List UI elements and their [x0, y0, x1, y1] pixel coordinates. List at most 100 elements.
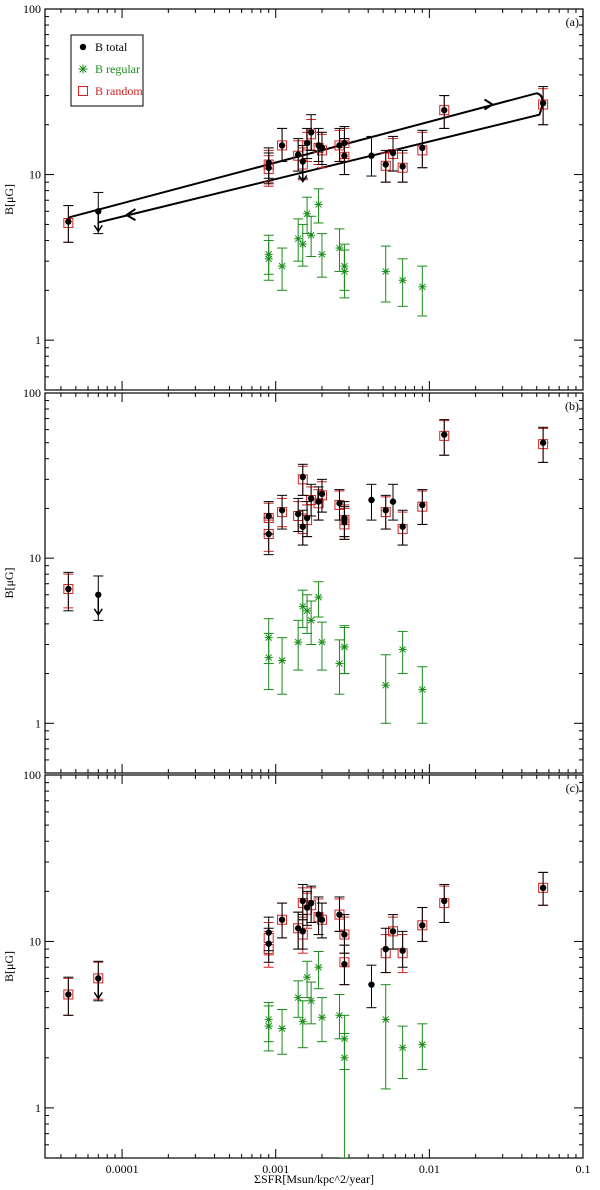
data-point-regular [298, 1017, 307, 1026]
data-point-total [318, 490, 326, 498]
data-point-total [318, 144, 326, 152]
data-point-regular [381, 267, 390, 276]
data-point-regular [264, 250, 273, 259]
data-point-regular [335, 244, 344, 253]
data-point-regular [340, 642, 349, 651]
data-point-regular [418, 282, 427, 291]
y-tick-label: 10 [29, 934, 41, 948]
y-tick-label: 10 [29, 551, 41, 565]
plot-frame [44, 392, 584, 774]
series-b-total [63, 871, 549, 1016]
data-point-regular [418, 1040, 427, 1049]
data-point-regular [398, 645, 407, 654]
data-point-total [299, 473, 306, 481]
panel-b: 1 10 100 B[μG] (b) [2, 386, 584, 774]
y-tick-label: 100 [23, 768, 41, 782]
data-point-total [389, 928, 397, 935]
y-tick-label: 100 [23, 386, 41, 400]
series-b-random [63, 420, 549, 609]
legend: B total B regular B random [70, 34, 144, 107]
data-point-total [382, 161, 389, 168]
arrowhead-backward [124, 208, 136, 221]
plot-frame [44, 774, 584, 1159]
plot-area [63, 419, 549, 724]
legend-marker-regular [78, 64, 88, 74]
data-point-regular [317, 1013, 326, 1022]
data-point-total [389, 498, 397, 505]
data-point-regular [294, 234, 303, 243]
data-point-regular [294, 993, 303, 1002]
panel-label: (a) [566, 15, 579, 29]
data-point-total [368, 496, 375, 504]
data-point-total [278, 916, 286, 923]
series-b-random [63, 871, 549, 1016]
data-point-regular [314, 593, 323, 602]
data-point-total [341, 931, 348, 938]
data-point-regular [317, 250, 326, 259]
data-point-regular [278, 262, 287, 271]
upper-limit-arrowhead [93, 991, 103, 1000]
data-point-total [278, 142, 286, 149]
legend-label: B total [95, 40, 128, 54]
data-point-total [441, 106, 448, 114]
data-point-total [294, 925, 302, 932]
data-point-total [65, 991, 72, 998]
data-point-total [441, 897, 448, 905]
data-point-total [399, 523, 406, 530]
data-point-total [294, 151, 302, 158]
data-point-regular [264, 1022, 273, 1031]
data-point-total [307, 129, 315, 136]
y-tick-label: 1 [35, 716, 41, 730]
data-point-total [299, 523, 306, 530]
data-point-total [389, 149, 397, 157]
data-point-total [265, 164, 272, 171]
series-b-total [63, 419, 549, 621]
y-axis-label: B[μG] [2, 184, 16, 215]
plot-frame [44, 8, 584, 391]
data-point-total [336, 142, 343, 149]
data-point-total [315, 911, 322, 918]
data-point-regular [418, 685, 427, 694]
data-point-total [539, 884, 547, 892]
plot-area [63, 871, 549, 1158]
legend-label: B regular [95, 62, 140, 76]
data-point-total [368, 981, 375, 988]
data-point-regular [314, 963, 323, 972]
legend-marker-random [78, 86, 88, 96]
data-point-total [441, 431, 448, 438]
data-point-regular [303, 606, 312, 615]
x-tick-label: 0.1 [576, 1162, 591, 1176]
data-point-total [315, 498, 322, 505]
data-point-total [419, 922, 426, 929]
data-point-total [299, 897, 306, 905]
data-point-regular [307, 231, 316, 240]
y-tick-label: 1 [35, 1101, 41, 1115]
panel-c: 1 10 100 B[μG] (c) 0.0001 0.001 0.01 0.1 [2, 768, 591, 1176]
data-point-total [336, 500, 343, 507]
data-point-total [303, 139, 311, 147]
series-b-regular [263, 188, 428, 317]
data-point-regular [340, 267, 349, 276]
data-point-regular [307, 996, 316, 1005]
data-point-regular [317, 638, 326, 647]
data-point-regular [278, 656, 287, 665]
data-point-total [307, 899, 315, 907]
plot-area [63, 86, 549, 317]
data-point-regular [335, 659, 344, 668]
data-point-total [341, 152, 348, 159]
upper-limit-arrowhead [93, 224, 103, 233]
data-point-total [318, 916, 326, 923]
loop-arrow-annotation [68, 92, 544, 224]
data-point-total [382, 945, 389, 953]
legend-label: B random [95, 84, 143, 98]
data-point-total [299, 928, 306, 935]
y-tick-label: 10 [29, 168, 41, 182]
data-point-total [368, 152, 375, 159]
y-axis-label: B[μG] [2, 567, 16, 598]
x-tick-label: 0.001 [262, 1162, 289, 1176]
x-tick-label: 0.01 [419, 1162, 440, 1176]
data-point-total [65, 585, 72, 593]
series-b-total [63, 86, 549, 243]
series-b-random [63, 88, 549, 243]
series-b-regular [263, 581, 428, 724]
